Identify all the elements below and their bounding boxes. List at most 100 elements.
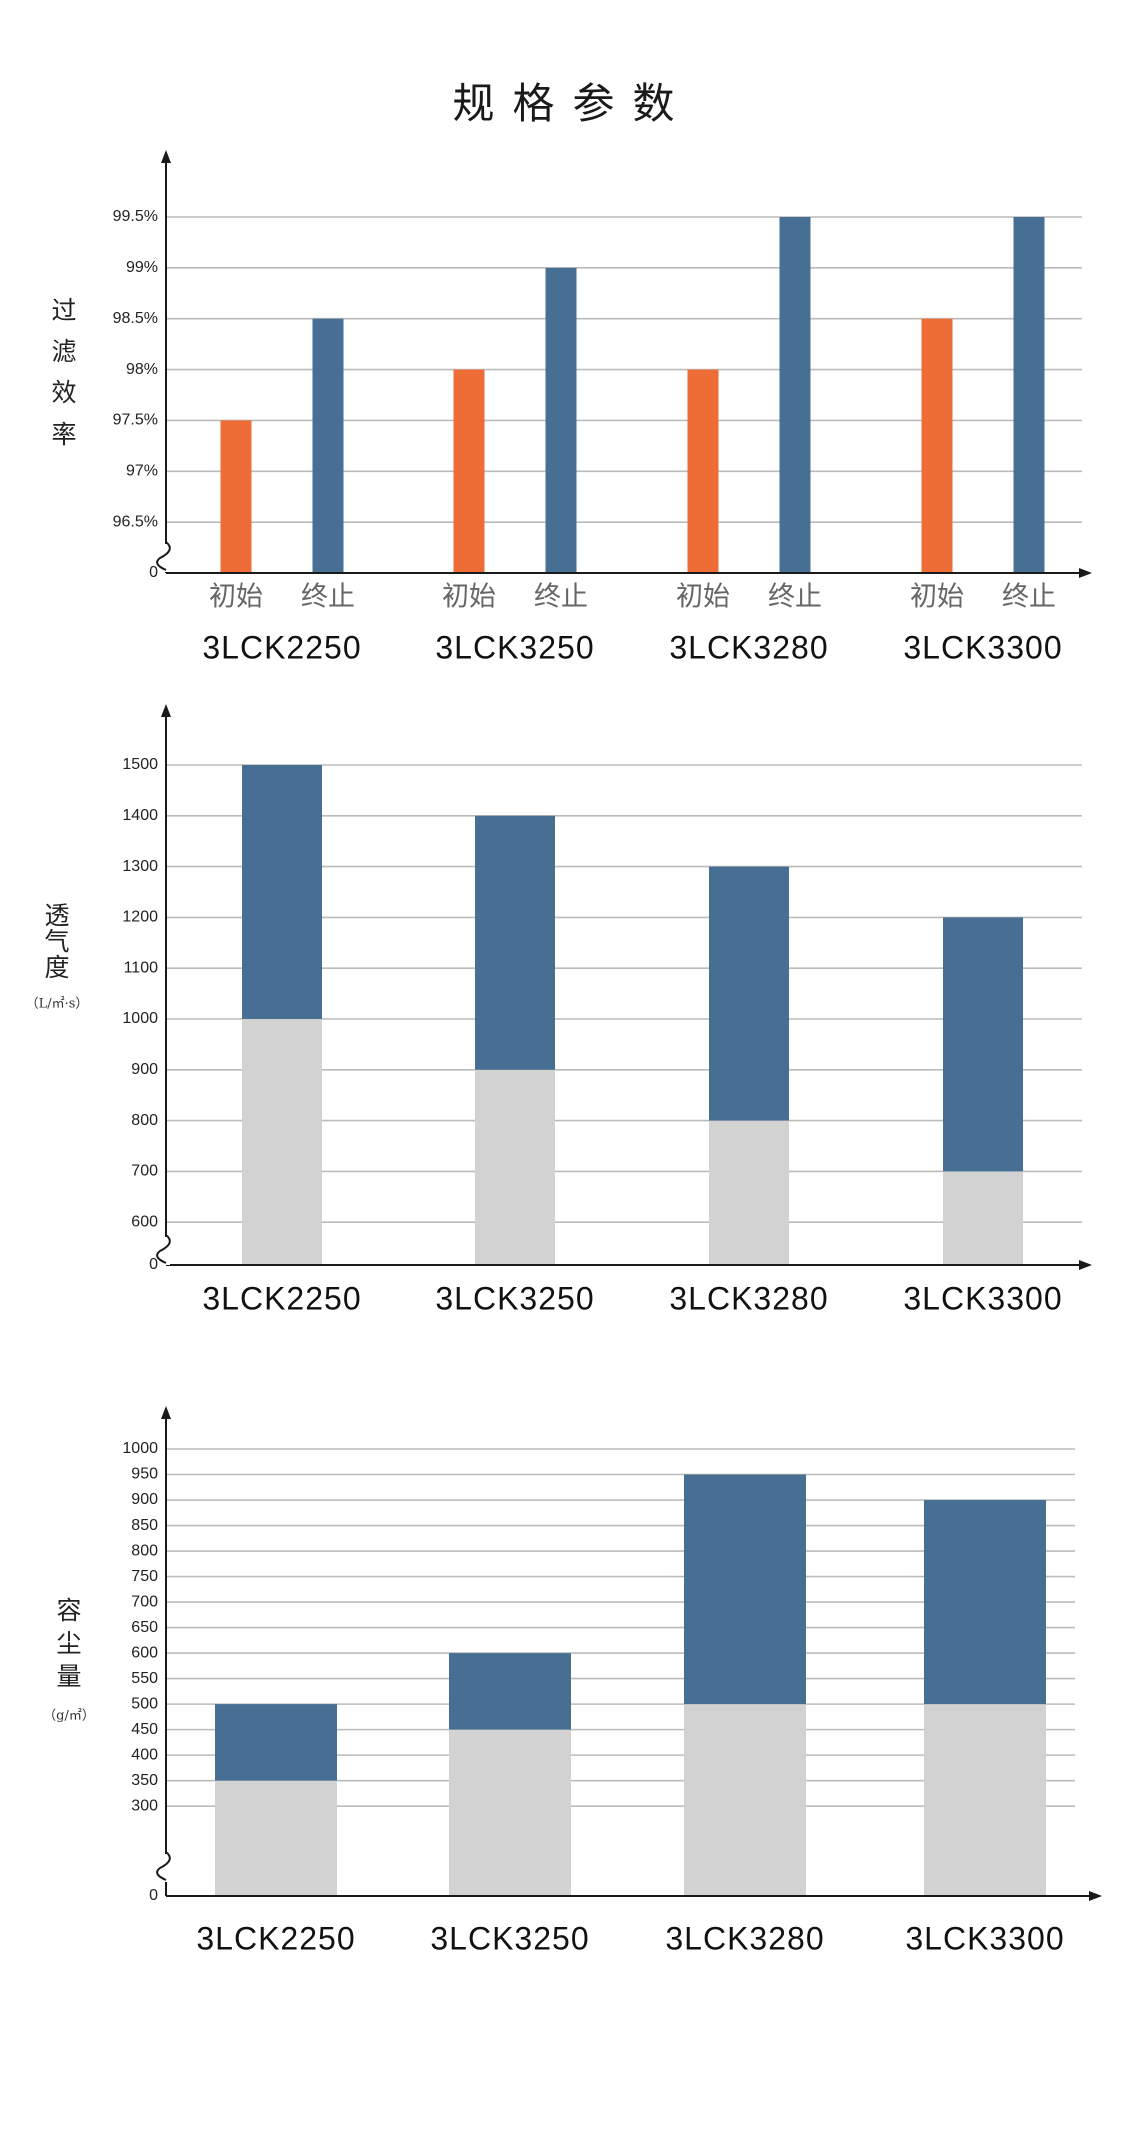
y-tick-label: 0 <box>149 1256 158 1273</box>
y-tick-label: 0 <box>149 1887 158 1904</box>
y-axis-label-char: 度 <box>44 953 69 982</box>
category-label: 3LCK2250 <box>202 1280 361 1316</box>
category-label: 3LCK2250 <box>196 1920 355 1956</box>
series-label: 初始 <box>442 582 496 613</box>
y-tick-label: 98.5% <box>113 310 158 327</box>
y-axis-arrow <box>161 150 171 163</box>
bar-segment-lower <box>924 1704 1046 1896</box>
y-tick-label: 1000 <box>122 1440 158 1457</box>
bar <box>779 217 811 573</box>
y-axis-label-char: 气 <box>44 927 69 956</box>
y-tick-label: 850 <box>131 1517 158 1534</box>
y-tick-label: 600 <box>131 1644 158 1661</box>
y-tick-label: 99.5% <box>113 208 158 225</box>
x-axis-arrow <box>1079 568 1092 578</box>
y-tick-label: 1100 <box>124 959 159 976</box>
y-tick-label: 300 <box>131 1797 158 1814</box>
category-label: 3LCK3280 <box>665 1920 824 1956</box>
y-axis-arrow <box>161 704 171 717</box>
y-axis-label-char: 尘 <box>56 1629 81 1658</box>
axis-break-icon <box>156 541 171 571</box>
series-label: 终止 <box>768 582 822 613</box>
axis-break-icon <box>156 1851 171 1881</box>
y-axis-arrow <box>161 1406 171 1419</box>
y-tick-label: 550 <box>131 1670 158 1687</box>
y-axis-label-char: 容 <box>56 1596 81 1625</box>
bar <box>1013 217 1045 573</box>
y-tick-label: 97.5% <box>113 412 158 429</box>
bar-segment-lower <box>943 1171 1023 1265</box>
y-tick-label: 600 <box>131 1213 158 1230</box>
y-axis-label-char: 过 <box>51 296 76 325</box>
bar <box>687 369 719 573</box>
category-label: 3LCK3300 <box>905 1920 1064 1956</box>
series-label: 初始 <box>676 582 730 613</box>
y-axis-label-char: 滤 <box>51 337 76 366</box>
series-label: 初始 <box>209 582 263 613</box>
y-tick-label: 750 <box>131 1568 158 1585</box>
y-axis-label-char: 效 <box>51 378 76 407</box>
y-tick-label: 950 <box>131 1466 158 1483</box>
category-label: 3LCK3250 <box>435 1280 594 1316</box>
y-tick-label: 0 <box>149 564 158 581</box>
x-axis-arrow <box>1079 1260 1092 1270</box>
bar-segment-upper <box>475 815 555 1070</box>
y-tick-label: 400 <box>131 1746 158 1763</box>
series-label: 终止 <box>301 582 355 613</box>
bar-segment-lower <box>709 1120 789 1265</box>
bar-segment-upper <box>924 1500 1046 1705</box>
axis-break-gap <box>162 544 170 572</box>
bar-segment-upper <box>709 866 789 1121</box>
bar-segment-lower <box>684 1704 806 1896</box>
series-label: 初始 <box>910 582 964 613</box>
bar-segment-lower <box>475 1069 555 1265</box>
bar <box>312 318 344 573</box>
y-tick-label: 900 <box>131 1061 158 1078</box>
y-tick-label: 97% <box>126 463 158 480</box>
bar <box>921 318 953 573</box>
category-label: 3LCK3280 <box>669 1280 828 1316</box>
bar-segment-lower <box>449 1729 571 1896</box>
bar-segment-lower <box>242 1019 322 1265</box>
x-axis-arrow <box>1089 1891 1102 1901</box>
category-label: 3LCK3300 <box>903 1280 1062 1316</box>
category-label: 3LCK3300 <box>903 629 1062 665</box>
bar <box>220 420 252 573</box>
y-tick-label: 99% <box>126 259 158 276</box>
y-tick-label: 450 <box>131 1721 158 1738</box>
bar-segment-upper <box>242 765 322 1019</box>
y-tick-label: 650 <box>131 1619 158 1636</box>
y-tick-label: 1200 <box>122 909 158 926</box>
bar-segment-upper <box>684 1474 806 1705</box>
y-tick-label: 700 <box>131 1163 158 1180</box>
y-axis-unit: （L/㎡·s） <box>26 997 89 1012</box>
axis-break-gap <box>162 1854 170 1882</box>
axis-break-icon <box>156 1234 171 1264</box>
page-title: 规格参数 <box>452 79 693 128</box>
y-tick-label: 900 <box>131 1491 158 1508</box>
category-label: 3LCK3250 <box>430 1920 589 1956</box>
y-tick-label: 98% <box>126 361 158 378</box>
y-tick-label: 700 <box>131 1593 158 1610</box>
bar <box>545 267 577 573</box>
y-axis-label-char: 透 <box>44 901 69 930</box>
bar-segment-upper <box>215 1704 337 1781</box>
y-tick-label: 1500 <box>122 756 158 773</box>
bar-segment-upper <box>449 1653 571 1730</box>
y-tick-label: 1400 <box>122 807 158 824</box>
axis-break-gap <box>162 1237 170 1265</box>
y-tick-label: 800 <box>131 1542 158 1559</box>
category-label: 3LCK3250 <box>435 629 594 665</box>
series-label: 终止 <box>534 582 588 613</box>
bar-segment-lower <box>215 1780 337 1896</box>
bar-segment-upper <box>943 917 1023 1172</box>
category-label: 3LCK2250 <box>202 629 361 665</box>
y-tick-label: 500 <box>131 1695 158 1712</box>
y-axis-unit: （g/㎡） <box>43 1709 95 1724</box>
series-label: 终止 <box>1002 582 1056 613</box>
category-label: 3LCK3280 <box>669 629 828 665</box>
bar <box>453 369 485 573</box>
y-tick-label: 800 <box>131 1112 158 1129</box>
y-axis-label-char: 率 <box>51 420 76 449</box>
